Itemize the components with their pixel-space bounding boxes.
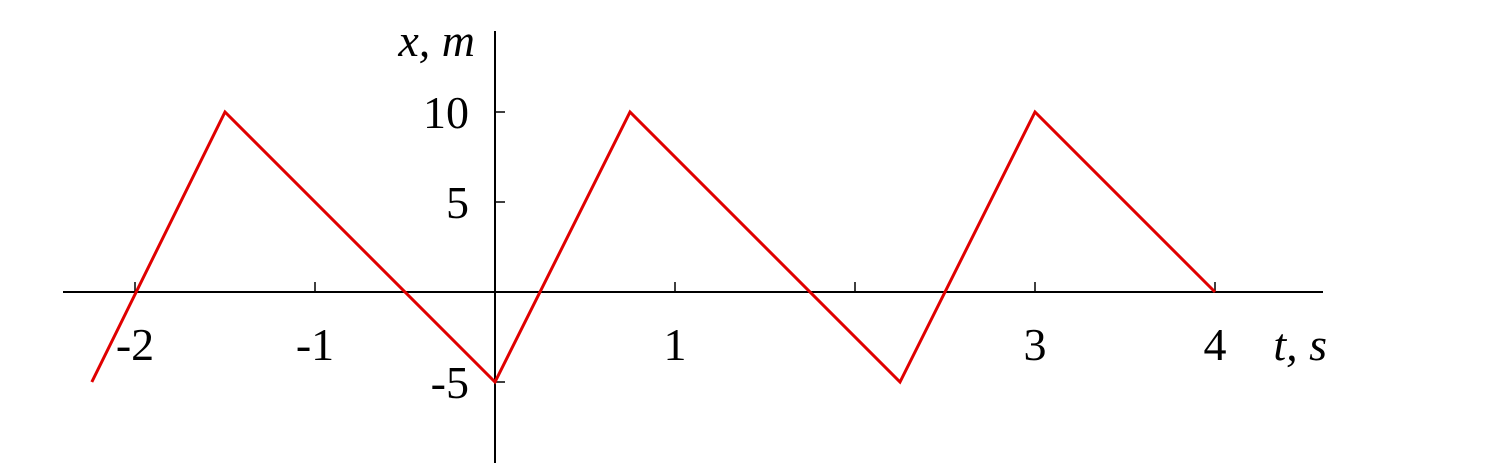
series xyxy=(90,109,1217,385)
y-axis-label: x, m xyxy=(397,15,475,66)
y-tick-label: -5 xyxy=(431,357,469,408)
x-tick-label: 4 xyxy=(1204,319,1227,370)
y-tick-label: 5 xyxy=(446,177,469,228)
x-tick-label: 3 xyxy=(1024,319,1047,370)
x-tick-label: 1 xyxy=(664,319,687,370)
ticks: -2 -1 1 3 4 -5 5 10 xyxy=(116,87,1227,408)
y-tick-label: 10 xyxy=(423,87,469,138)
x-axis-label: t, s xyxy=(1273,319,1327,370)
axes xyxy=(63,31,1323,463)
series-line xyxy=(90,109,1217,385)
x-tick-label: -2 xyxy=(116,319,154,370)
x-tick-label: -1 xyxy=(296,319,334,370)
labels: x, m t, s xyxy=(397,15,1327,370)
